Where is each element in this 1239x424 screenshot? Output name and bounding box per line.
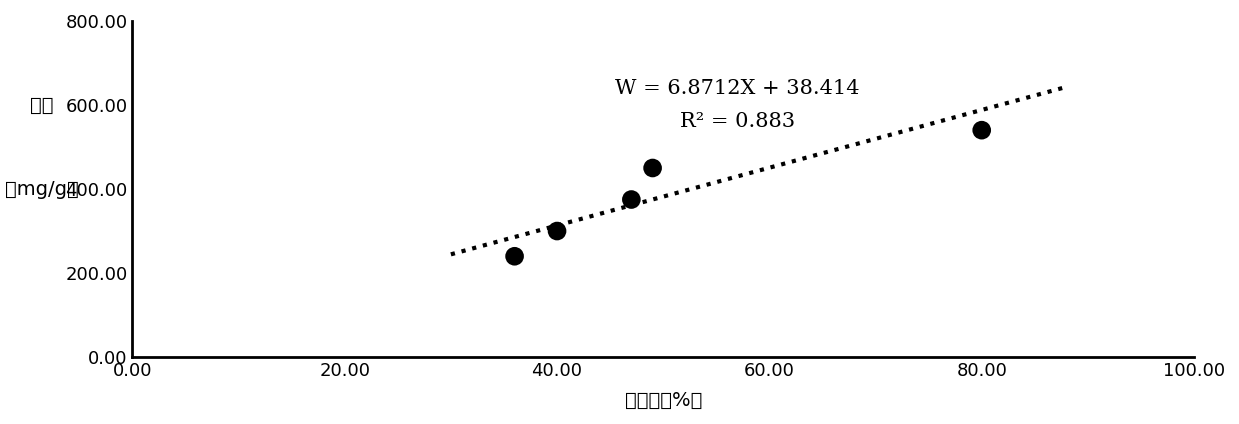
Text: R² = 0.883: R² = 0.883 [680, 112, 795, 131]
Point [504, 253, 524, 259]
Text: （mg/g）: （mg/g） [5, 179, 79, 198]
Point [622, 196, 642, 203]
Point [971, 127, 991, 134]
Text: W = 6.8712X + 38.414: W = 6.8712X + 38.414 [616, 78, 860, 98]
Point [643, 165, 663, 171]
Text: 碘値: 碘値 [31, 95, 53, 114]
Point [548, 228, 567, 234]
X-axis label: 水容量（%）: 水容量（%） [624, 391, 703, 410]
